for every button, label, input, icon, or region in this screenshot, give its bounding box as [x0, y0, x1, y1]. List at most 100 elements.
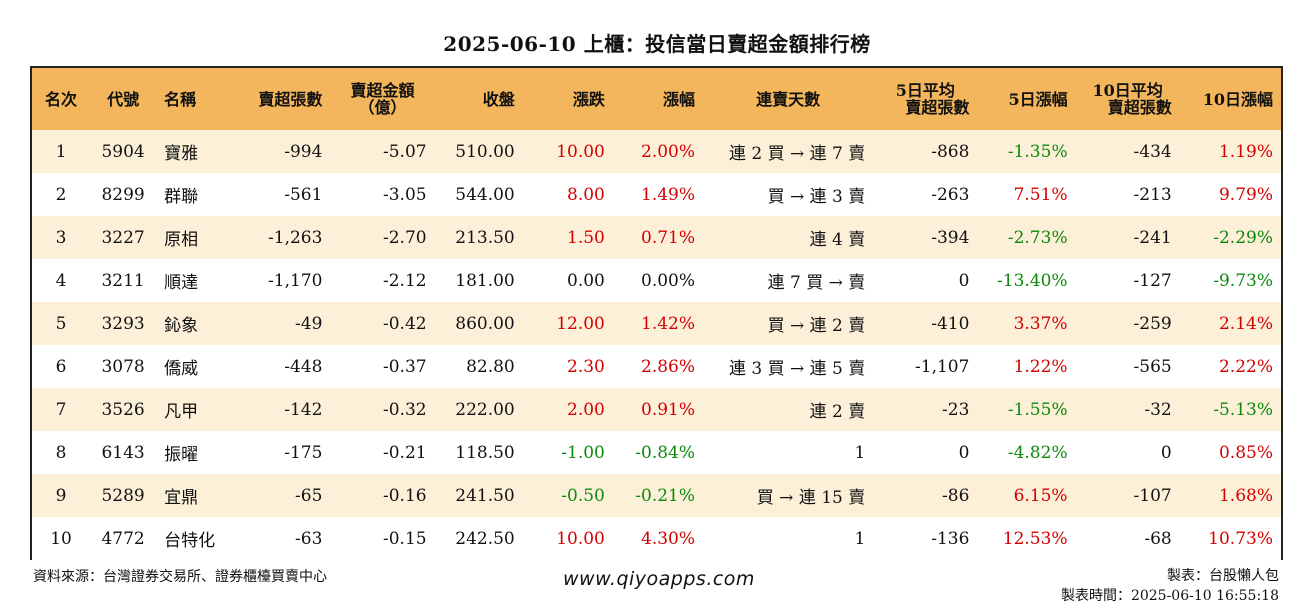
cell-net-amount: -5.07 [382, 141, 427, 162]
ranking-table: 名次 代號 名稱 賣超張數 賣超金額 （億） 收盤 漲跌 漲幅 連賣天數 5日平… [32, 68, 1281, 560]
cell-pct10: 1.19% [1218, 141, 1273, 162]
cell-close: 82.80 [466, 356, 515, 377]
cell-rank: 2 [55, 184, 67, 205]
cell-rank: 6 [55, 356, 67, 377]
cell-avg5: -263 [931, 184, 970, 205]
cell-close: 241.50 [455, 485, 515, 506]
cell-avg10: -32 [1144, 399, 1172, 420]
cell-name: 原相 [164, 230, 199, 250]
cell-avg5: -394 [931, 227, 970, 248]
cell-change: 12.00 [556, 313, 605, 334]
header-code[interactable]: 代號 [107, 89, 140, 109]
cell-pct5: -4.82% [1007, 442, 1068, 463]
cell-pct10: 9.79% [1218, 184, 1273, 205]
cell-name: 僑威 [164, 359, 199, 379]
cell-close: 213.50 [455, 227, 515, 248]
cell-pct10: -2.29% [1213, 227, 1273, 248]
made-time-label: 製表時間：2025-06-10 16:55:18 [1060, 588, 1279, 604]
table-row[interactable]: 2 8299 群聯 -561 -3.05 544.00 8.00 1.49% 買 → 連 3 賣… [32, 173, 1281, 216]
table-row[interactable]: 3 3227 原相 -1,263 -2.70 213.50 1.50 0.71% 連 4 賣 -3… [32, 216, 1281, 259]
cell-net-shares: -175 [284, 442, 323, 463]
cell-pct: 4.30% [641, 528, 696, 549]
header-change[interactable]: 漲跌 [572, 89, 605, 109]
header-streak[interactable]: 連賣天數 [756, 89, 821, 109]
cell-avg5: 0 [958, 270, 970, 291]
header-pct5[interactable]: 5日漲幅 [1008, 89, 1068, 109]
header-avg10[interactable]: 10日平均 賣超張數 [1076, 68, 1180, 130]
cell-pct10: 0.85% [1218, 442, 1273, 463]
cell-code: 5289 [101, 485, 145, 506]
table-row[interactable]: 10 4772 台特化 -63 -0.15 242.50 10.00 4.30% 1 -136 12… [32, 517, 1281, 560]
cell-change: -1.00 [561, 442, 605, 463]
cell-name: 群聯 [164, 187, 199, 207]
cell-pct: 2.00% [641, 141, 696, 162]
cell-code: 6143 [101, 442, 145, 463]
footer-credits: 製表：台股懶人包 製表時間：2025-06-10 16:55:18 [1061, 566, 1279, 606]
cell-avg10: -241 [1133, 227, 1172, 248]
cell-pct: 0.71% [641, 227, 696, 248]
cell-streak: 1 [854, 442, 866, 463]
cell-close: 118.50 [455, 442, 515, 463]
cell-avg10: -107 [1133, 485, 1172, 506]
cell-net-amount: -2.70 [382, 227, 427, 248]
cell-pct5: 3.37% [1013, 313, 1068, 334]
cell-net-shares: -448 [284, 356, 323, 377]
table-row[interactable]: 5 3293 鈊象 -49 -0.42 860.00 12.00 1.42% 買 → 連 2 賣… [32, 302, 1281, 345]
ranking-table-container: 名次 代號 名稱 賣超張數 賣超金額 （億） 收盤 漲跌 漲幅 連賣天數 5日平… [30, 66, 1283, 560]
table-row[interactable]: 8 6143 振曜 -175 -0.21 118.50 -1.00 -0.84% 1 0 -4.82… [32, 431, 1281, 474]
table-row[interactable]: 4 3211 順達 -1,170 -2.12 181.00 0.00 0.00% 連 7 買 →… [32, 259, 1281, 302]
cell-avg10: -565 [1133, 356, 1172, 377]
cell-net-shares: -65 [295, 485, 323, 506]
cell-rank: 10 [50, 528, 72, 549]
cell-change: 2.00 [567, 399, 605, 420]
header-pct[interactable]: 漲幅 [663, 89, 696, 109]
cell-name: 振曜 [164, 445, 199, 465]
maker-label: 製表：台股懶人包 [1167, 568, 1279, 584]
cell-streak: 買 → 連 2 賣 [767, 316, 866, 336]
cell-avg5: -410 [931, 313, 970, 334]
table-row[interactable]: 1 5904 寶雅 -994 -5.07 510.00 10.00 2.00% 連 2 買 → … [32, 130, 1281, 173]
website-link[interactable]: www.qiyoapps.com [563, 568, 755, 590]
cell-avg10: 0 [1160, 442, 1172, 463]
header-name[interactable]: 名稱 [164, 89, 197, 109]
cell-streak: 1 [854, 528, 866, 549]
cell-pct5: 6.15% [1013, 485, 1068, 506]
cell-net-amount: -3.05 [382, 184, 427, 205]
cell-avg5: -868 [931, 141, 970, 162]
cell-pct: 1.42% [641, 313, 696, 334]
header-pct10[interactable]: 10日漲幅 [1202, 89, 1273, 109]
cell-streak: 連 4 賣 [809, 230, 866, 250]
cell-streak: 連 7 買 → 賣 [767, 273, 866, 293]
header-net-amount-line2: （億） [358, 98, 407, 117]
cell-streak: 買 → 連 15 賣 [756, 488, 866, 508]
cell-avg10: -127 [1133, 270, 1172, 291]
header-rank[interactable]: 名次 [45, 89, 78, 109]
cell-net-amount: -0.32 [382, 399, 427, 420]
cell-change: 0.00 [567, 270, 605, 291]
cell-rank: 1 [55, 141, 67, 162]
cell-avg10: -213 [1133, 184, 1172, 205]
page-title: 2025-06-10 上櫃：投信當日賣超金額排行榜 [443, 32, 871, 56]
cell-code: 3526 [101, 399, 145, 420]
cell-pct: 2.86% [641, 356, 696, 377]
cell-net-amount: -0.15 [382, 528, 427, 549]
header-avg10-line2: 賣超張數 [1107, 98, 1172, 117]
table-row[interactable]: 9 5289 宜鼎 -65 -0.16 241.50 -0.50 -0.21% 買 → 連 15… [32, 474, 1281, 517]
cell-pct5: -1.35% [1007, 141, 1068, 162]
cell-avg5: -136 [931, 528, 970, 549]
cell-pct10: 10.73% [1208, 528, 1273, 549]
cell-name: 鈊象 [164, 316, 199, 336]
table-row[interactable]: 6 3078 僑威 -448 -0.37 82.80 2.30 2.86% 連 3 買 → 連 … [32, 345, 1281, 388]
header-avg5[interactable]: 5日平均 賣超張數 [873, 68, 977, 130]
header-net-shares[interactable]: 賣超張數 [258, 89, 323, 109]
cell-pct: -0.21% [635, 485, 696, 506]
cell-streak: 連 3 買 → 連 5 賣 [728, 359, 866, 379]
cell-pct10: 1.68% [1218, 485, 1273, 506]
cell-net-shares: -49 [295, 313, 323, 334]
cell-streak: 買 → 連 3 賣 [767, 187, 866, 207]
table-row[interactable]: 7 3526 凡甲 -142 -0.32 222.00 2.00 0.91% 連 2 賣 -23 -… [32, 388, 1281, 431]
cell-rank: 8 [55, 442, 67, 463]
cell-close: 242.50 [455, 528, 515, 549]
header-close[interactable]: 收盤 [482, 89, 515, 109]
header-net-amount[interactable]: 賣超金額 （億） [330, 68, 434, 130]
